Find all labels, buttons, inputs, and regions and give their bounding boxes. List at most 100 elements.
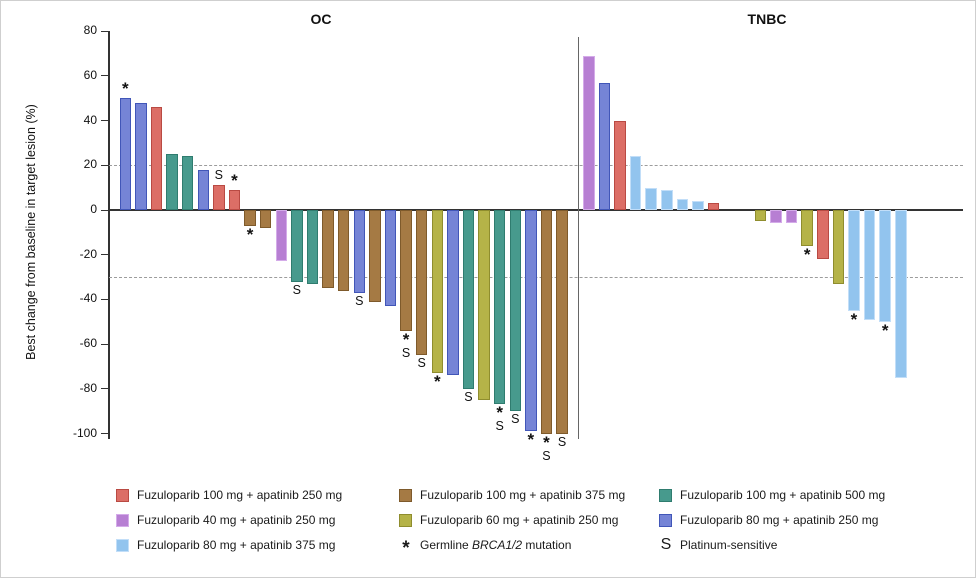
bar-tnbc-7 xyxy=(676,198,689,210)
bar-oc-20 xyxy=(415,210,428,356)
brca-marker: * xyxy=(527,430,535,450)
legend-swatch-f80a375 xyxy=(116,538,129,552)
y-tick xyxy=(101,75,108,77)
brca-marker: * xyxy=(543,432,550,452)
y-tick-label: 60 xyxy=(83,67,97,82)
legend-swatch-f100a500 xyxy=(659,488,672,502)
legend-label: Fuzuloparib 80 mg + apatinib 375 mg xyxy=(137,538,336,552)
brca-marker: * xyxy=(402,329,410,349)
legend-swatch-f100a375 xyxy=(399,488,412,502)
bar-tnbc-2 xyxy=(598,82,611,210)
y-tick-label: -20 xyxy=(79,246,97,261)
brca-marker: * xyxy=(881,320,889,340)
legend-item: Fuzuloparib 60 mg + apatinib 250 mg xyxy=(399,513,618,527)
bar-oc-21 xyxy=(431,210,443,374)
platinum-marker: S xyxy=(495,419,504,434)
legend-label: Fuzuloparib 100 mg + apatinib 500 mg xyxy=(680,488,886,502)
brca-marker: * xyxy=(231,170,238,190)
platinum-marker: S xyxy=(511,412,520,427)
y-tick xyxy=(101,254,108,256)
legend-label: Fuzuloparib 40 mg + apatinib 250 mg xyxy=(137,513,336,527)
brca-marker: * xyxy=(433,372,441,392)
bar-tnbc-1 xyxy=(583,55,595,210)
bar-oc-14 xyxy=(322,210,334,289)
legend-item: Fuzuloparib 40 mg + apatinib 250 mg xyxy=(116,513,335,527)
bar-oc-22 xyxy=(447,210,459,376)
legend-label: Germline BRCA1/2 mutation xyxy=(420,538,572,552)
bar-oc-29 xyxy=(556,210,568,434)
bar-tnbc-4 xyxy=(629,156,642,210)
bar-oc-9 xyxy=(244,210,256,226)
y-tick xyxy=(101,30,108,32)
y-tick-label: 0 xyxy=(90,202,97,216)
platinum-marker: S xyxy=(417,356,426,371)
legend-item: S Platinum-sensitive xyxy=(659,536,778,553)
y-tick xyxy=(101,164,108,166)
panel-separator xyxy=(578,37,579,439)
platinum-marker: S xyxy=(401,345,411,360)
bar-tnbc-15 xyxy=(801,210,813,246)
legend-item: * Germline BRCA1/2 mutation xyxy=(399,538,572,559)
bar-tnbc-17 xyxy=(832,210,845,284)
legend-item: Fuzuloparib 80 mg + apatinib 250 mg xyxy=(659,513,878,527)
bar-oc-12 xyxy=(291,210,303,282)
bar-oc-26 xyxy=(509,210,521,412)
bar-oc-7 xyxy=(213,185,225,210)
bar-oc-1 xyxy=(119,98,131,211)
bar-oc-17 xyxy=(369,210,381,302)
legend-item: Fuzuloparib 100 mg + apatinib 250 mg xyxy=(116,488,342,502)
brca-marker: * xyxy=(850,309,858,329)
y-tick-label: 40 xyxy=(83,112,97,127)
reference-line-plus20 xyxy=(109,165,963,166)
y-tick-label: 20 xyxy=(83,157,97,172)
y-tick-label: -80 xyxy=(79,380,97,395)
bar-tnbc-12 xyxy=(754,210,767,222)
bar-oc-4 xyxy=(166,154,178,210)
bar-tnbc-6 xyxy=(661,189,673,210)
brca-marker: * xyxy=(121,79,129,99)
platinum-marker: S xyxy=(557,434,567,449)
y-tick-label: 80 xyxy=(83,23,97,38)
bar-oc-5 xyxy=(181,156,194,210)
bar-oc-28 xyxy=(540,210,553,434)
s-symbol: S xyxy=(660,536,672,553)
panel-title-tnbc: TNBC xyxy=(747,11,787,27)
legend-swatch-f40a250 xyxy=(116,513,129,527)
bar-tnbc-20 xyxy=(879,210,891,322)
bar-oc-18 xyxy=(384,210,397,307)
legend-label: Fuzuloparib 100 mg + apatinib 375 mg xyxy=(420,488,626,502)
bar-tnbc-14 xyxy=(785,210,798,224)
bar-tnbc-9 xyxy=(707,203,720,210)
asterisk-symbol: * xyxy=(402,538,410,559)
y-tick xyxy=(101,298,108,300)
platinum-marker: S xyxy=(464,389,473,404)
legend-item: Fuzuloparib 80 mg + apatinib 375 mg xyxy=(116,538,335,552)
zero-baseline xyxy=(108,209,963,211)
platinum-marker: S xyxy=(542,448,551,463)
bar-tnbc-5 xyxy=(645,187,657,210)
bar-tnbc-21 xyxy=(895,210,907,378)
legend-label: Fuzuloparib 100 mg + apatinib 250 mg xyxy=(137,488,343,502)
bar-oc-19 xyxy=(400,210,412,331)
legend-item: Fuzuloparib 100 mg + apatinib 500 mg xyxy=(659,488,885,502)
legend-label: Fuzuloparib 80 mg + apatinib 250 mg xyxy=(680,513,879,527)
bar-oc-27 xyxy=(525,210,537,432)
bar-oc-13 xyxy=(306,210,319,284)
bar-tnbc-8 xyxy=(692,201,704,210)
bar-oc-6 xyxy=(197,169,209,210)
bar-tnbc-3 xyxy=(614,120,626,210)
legend-label: Fuzuloparib 60 mg + apatinib 250 mg xyxy=(420,513,619,527)
bar-oc-23 xyxy=(462,210,475,389)
bar-tnbc-18 xyxy=(848,210,860,311)
legend-swatch-f60a250 xyxy=(399,513,412,527)
bar-oc-25 xyxy=(493,210,506,405)
bar-oc-3 xyxy=(150,107,163,210)
bar-tnbc-13 xyxy=(770,210,782,224)
y-tick xyxy=(101,343,108,345)
platinum-marker: S xyxy=(355,293,364,308)
bar-oc-24 xyxy=(478,210,490,400)
legend-label: Platinum-sensitive xyxy=(680,538,778,552)
bar-tnbc-19 xyxy=(863,210,876,320)
legend-item: Fuzuloparib 100 mg + apatinib 375 mg xyxy=(399,488,625,502)
